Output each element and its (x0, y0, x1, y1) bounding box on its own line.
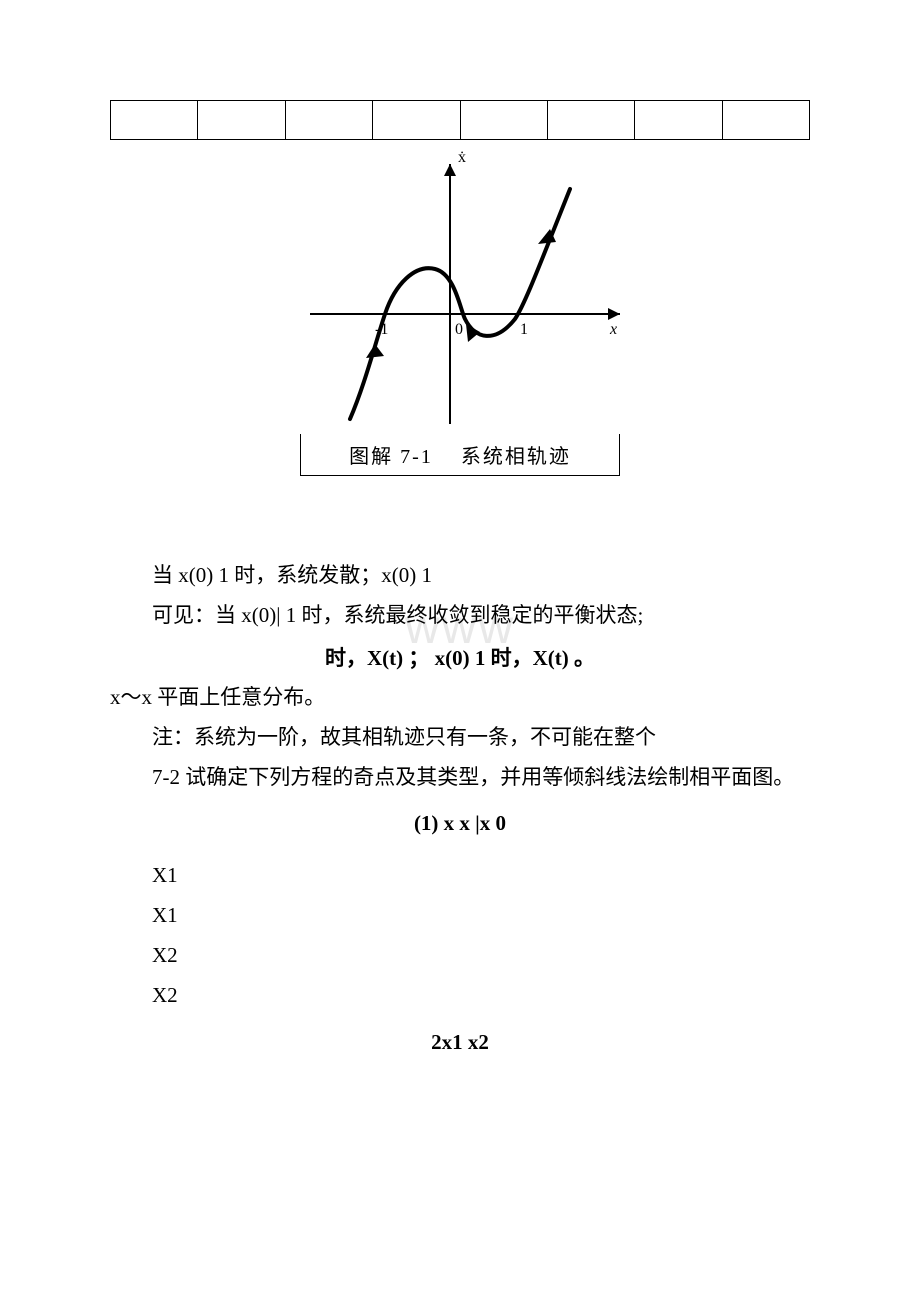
figure-7-1: ẋ x -1 0 1 图解 7-1 系统相轨迹 (110, 144, 810, 476)
empty-cell (635, 101, 722, 140)
tick-zero: 0 (455, 321, 463, 338)
var-x1-b: X1 (110, 896, 810, 936)
var-x2-a: X2 (110, 936, 810, 976)
phase-trajectory-plot: ẋ x -1 0 1 (280, 144, 640, 434)
empty-cell (198, 101, 285, 140)
figure-caption-text: 系统相轨迹 (461, 446, 571, 468)
y-axis-label: ẋ (458, 149, 466, 166)
empty-cell (111, 101, 198, 140)
x-axis-label: x (609, 321, 617, 338)
var-x1-a: X1 (110, 856, 810, 896)
paragraph-5: 7-2 试确定下列方程的奇点及其类型，并用等倾斜线法绘制相平面图。 (110, 758, 810, 798)
figure-caption-prefix: 图解 7-1 (349, 446, 433, 468)
equation-2: 2x1 x2 (110, 1030, 810, 1055)
paragraph-1: 当 x(0) 1 时，系统发散；x(0) 1 (110, 556, 810, 596)
figure-caption: 图解 7-1 系统相轨迹 (300, 434, 620, 476)
variable-list: X1 X1 X2 X2 (110, 856, 810, 1016)
empty-row-table (110, 100, 810, 140)
empty-cell (722, 101, 809, 140)
var-x2-b: X2 (110, 976, 810, 1016)
empty-cell (285, 101, 372, 140)
equation-1: (1) x x |x 0 (110, 811, 810, 836)
tick-pos-1: 1 (520, 321, 528, 338)
bold-line-1: 时，X(t) ； x(0) 1 时，X(t) 。 (110, 642, 810, 672)
paragraph-2: 可见：当 x(0)| 1 时，系统最终收敛到稳定的平衡状态; (110, 596, 810, 636)
paragraph-3: x～x 平面上任意分布。 (110, 678, 810, 718)
empty-cell (460, 101, 547, 140)
empty-cell (373, 101, 460, 140)
paragraph-4: 注：系统为一阶，故其相轨迹只有一条，不可能在整个 (110, 718, 810, 758)
empty-cell (547, 101, 634, 140)
